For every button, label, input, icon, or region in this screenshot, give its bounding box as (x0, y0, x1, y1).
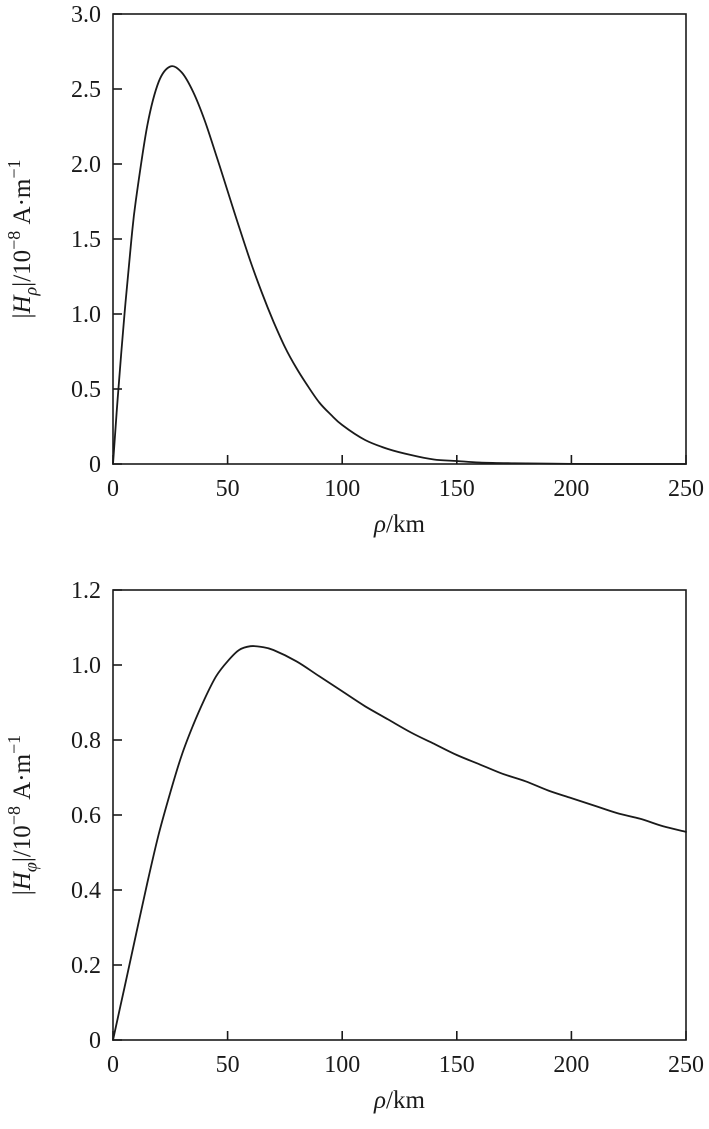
x-tick-label: 100 (324, 1052, 360, 1078)
x-tick-label: 50 (216, 476, 240, 502)
x-axis-label: ρ/km (373, 511, 425, 538)
x-tick-label: 150 (439, 1052, 475, 1078)
h-phi-plot: 0 50 100 150 200 250 0 0.2 0.4 0.6 0.8 1.0 1.2 ρ/km |H… (4, 578, 704, 1114)
y-tick-label: 1.5 (71, 227, 101, 253)
y-tick-label: 0.2 (71, 953, 101, 979)
x-axis-ticks (112, 455, 687, 464)
plot-frame (112, 589, 687, 1041)
y-tick-label: 3.0 (71, 2, 101, 28)
h-rho-plot: 0 50 100 150 200 250 0 0.5 1.0 1.5 2.0 2.5 3.0 ρ/km |H… (4, 2, 704, 538)
x-tick-label: 200 (553, 476, 589, 502)
x-tick-label: 250 (668, 1052, 704, 1078)
y-axis-ticks (113, 13, 122, 465)
y-tick-label: 2.0 (71, 152, 101, 178)
x-axis-label: ρ/km (373, 1087, 425, 1114)
y-tick-label: 0 (89, 1028, 101, 1054)
x-axis-ticks (112, 1031, 687, 1040)
y-tick-label: 0.4 (71, 878, 101, 904)
x-tick-label: 250 (668, 476, 704, 502)
y-tick-label: 1.0 (71, 653, 101, 679)
series-curve (112, 645, 687, 1041)
y-tick-label: 2.5 (71, 77, 101, 103)
y-tick-label: 0.6 (71, 803, 101, 829)
y-tick-label: 1.0 (71, 302, 101, 328)
x-tick-label: 0 (107, 1052, 119, 1078)
x-tick-label: 0 (107, 476, 119, 502)
y-tick-label: 0.8 (71, 728, 101, 754)
chart-h-phi: 0 50 100 150 200 250 0 0.2 0.4 0.6 0.8 1.0 1.2 ρ/km |H… (0, 552, 709, 1129)
x-tick-label: 200 (553, 1052, 589, 1078)
chart-h-rho: 0 50 100 150 200 250 0 0.5 1.0 1.5 2.0 2.5 3.0 ρ/km |H… (0, 0, 709, 552)
plot-frame (112, 13, 687, 465)
x-tick-label: 50 (216, 1052, 240, 1078)
y-axis-ticks (113, 589, 122, 1041)
y-axis-label: |Hφ|/10−8 A·m−1 (4, 735, 40, 895)
y-tick-label: 0.5 (71, 377, 101, 403)
series-curve (112, 65, 687, 465)
x-tick-label: 100 (324, 476, 360, 502)
y-tick-label: 1.2 (71, 578, 101, 604)
x-tick-label: 150 (439, 476, 475, 502)
y-axis-label: |Hρ|/10−8 A·m−1 (4, 159, 40, 318)
y-tick-label: 0 (89, 452, 101, 478)
